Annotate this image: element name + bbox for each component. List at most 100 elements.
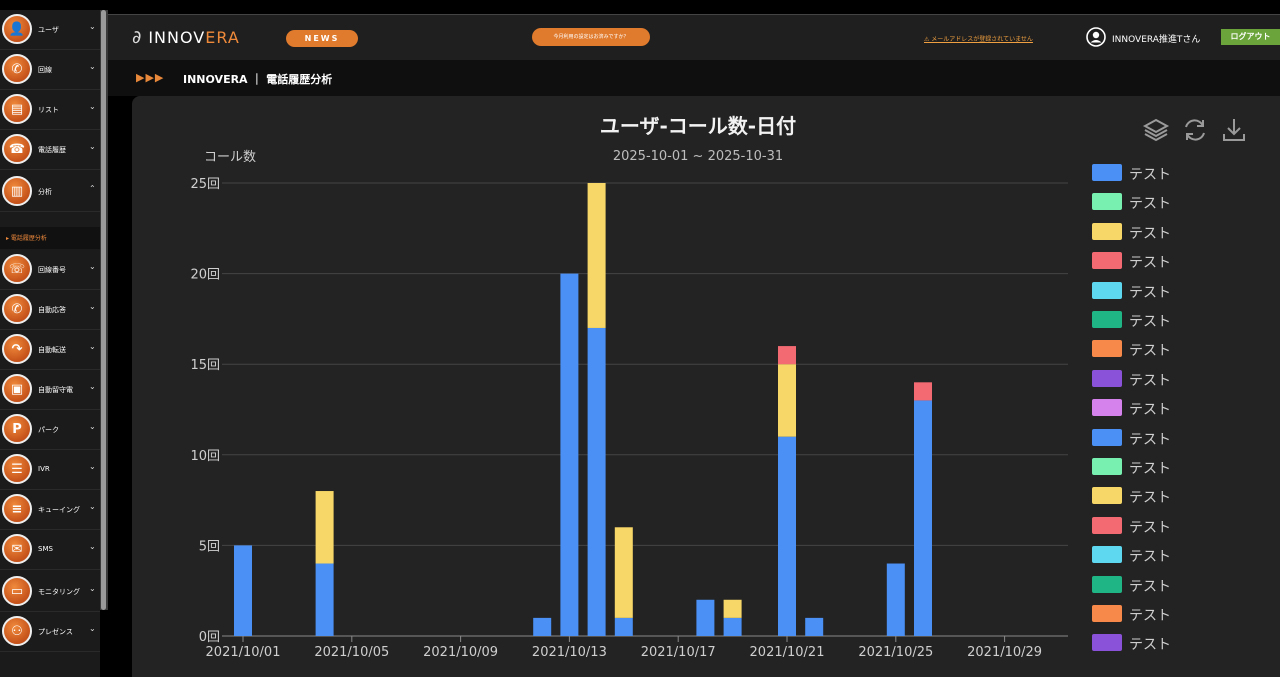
chevron-down-icon[interactable]: ⌄: [89, 62, 96, 71]
x-tick-label: 2021/10/13: [532, 645, 607, 660]
legend-item[interactable]: テスト: [1092, 396, 1272, 418]
legend-item[interactable]: テスト: [1092, 573, 1272, 595]
bar-segment: [560, 273, 579, 636]
chevron-down-icon[interactable]: ⌄: [89, 462, 96, 471]
chevron-down-icon[interactable]: ⌄: [89, 142, 96, 151]
x-tick-label: 2021/10/01: [206, 645, 281, 660]
refresh-icon[interactable]: [1181, 116, 1209, 144]
bar-segment: [805, 617, 824, 636]
legend-label: テスト: [1129, 608, 1171, 624]
chevron-down-icon[interactable]: ⌄: [89, 262, 96, 271]
chevron-down-icon[interactable]: ⌄: [89, 22, 96, 31]
y-tick-label: 25回: [190, 177, 220, 192]
sidebar-scroll-thumb[interactable]: [101, 10, 106, 610]
innovera-logo[interactable]: ∂ INNOVERA: [132, 27, 240, 48]
email-warning-link[interactable]: ⚠ メールアドレスが登録されていません: [924, 36, 1033, 43]
legend-item[interactable]: テスト: [1092, 602, 1272, 624]
sidebar-subitem-label: ▸ 電話履歴分析: [6, 235, 47, 242]
sidebar-item-queueing[interactable]: ≡ キューイング ⌄: [0, 490, 100, 530]
legend-label: テスト: [1129, 372, 1171, 389]
news-button[interactable]: NEWS: [286, 30, 358, 47]
legend-label: テスト: [1129, 431, 1171, 448]
legend-item[interactable]: テスト: [1092, 190, 1272, 213]
legend-item[interactable]: テスト: [1092, 426, 1272, 448]
sidebar-item-label: IVR: [38, 465, 50, 473]
legend-item[interactable]: テスト: [1092, 161, 1272, 183]
bar-segment: [778, 364, 796, 437]
legend-item[interactable]: テスト: [1092, 631, 1272, 653]
legend-item[interactable]: テスト: [1092, 337, 1272, 360]
legend-item[interactable]: テスト: [1092, 484, 1272, 506]
legend-swatch: [1092, 369, 1122, 387]
legend-item[interactable]: テスト: [1092, 308, 1272, 330]
sidebar-item-ivr[interactable]: ☰ IVR ⌄: [0, 450, 100, 490]
y-tick-label: 20回: [190, 268, 220, 283]
legend-label: テスト: [1129, 196, 1171, 213]
chevron-down-icon[interactable]: ⌄: [89, 382, 96, 391]
chart-title: ユーザ-コール数-日付: [600, 114, 796, 138]
notice-pill[interactable]: 今月利用の設定はお済みですか？: [532, 28, 650, 46]
bar-segment: [614, 527, 633, 618]
legend-label: テスト: [1129, 343, 1171, 360]
bar-segment: [696, 599, 715, 636]
sidebar-item-park[interactable]: P パーク ⌄: [0, 410, 100, 450]
sidebar-item-call-history[interactable]: ☎ 電話履歴 ⌄: [0, 130, 100, 170]
legend-item[interactable]: テスト: [1092, 543, 1272, 565]
sidebar-item-analytics[interactable]: ▥ 分析 ⌃: [0, 172, 100, 212]
sidebar-item-presence[interactable]: ⚇ プレゼンス ⌄: [0, 612, 100, 652]
breadcrumb-arrows-icon: ▶▶▶: [136, 71, 165, 84]
logo-text-prefix: INNOV: [148, 28, 206, 47]
bar-segment: [723, 617, 742, 636]
sidebar-item-voicemail[interactable]: ▣ 自動留守電 ⌄: [0, 370, 100, 410]
sidebar-item-label: 電話履歴: [38, 146, 66, 154]
chevron-up-icon[interactable]: ⌃: [89, 184, 96, 193]
logo-text-suffix: ERA: [205, 28, 240, 47]
download-icon[interactable]: [1220, 116, 1248, 144]
legend-swatch: [1092, 399, 1122, 417]
chevron-down-icon[interactable]: ⌄: [89, 422, 96, 431]
sidebar-item-auto-transfer[interactable]: ↷ 自動転送 ⌄: [0, 330, 100, 370]
analytics-icon: ▥: [2, 176, 32, 206]
sidebar-scrollbar[interactable]: [100, 10, 108, 610]
sidebar-item-label: 自動応答: [38, 306, 66, 314]
chevron-down-icon[interactable]: ⌄: [89, 584, 96, 593]
legend-item[interactable]: テスト: [1092, 367, 1272, 389]
legend-swatch: [1092, 193, 1122, 211]
sidebar-item-phone-tools[interactable]: ✆ 回線 ⌄: [0, 50, 100, 90]
x-tick-label: 2021/10/09: [423, 645, 498, 660]
chevron-down-icon[interactable]: ⌄: [89, 302, 96, 311]
stacked-bar-chart: ユーザ-コール数-日付 2025-10-01 ~ 2025-10-31 コール数 0回…: [190, 114, 1068, 660]
sidebar-item-line-number[interactable]: ☏ 回線番号 ⌄: [0, 250, 100, 290]
legend-item[interactable]: テスト: [1092, 220, 1272, 242]
chevron-down-icon[interactable]: ⌄: [89, 542, 96, 551]
legend-label: テスト: [1129, 461, 1171, 477]
chevron-down-icon[interactable]: ⌄: [89, 342, 96, 351]
chevron-down-icon[interactable]: ⌄: [89, 624, 96, 633]
sidebar-subitem-call-history-analysis[interactable]: ▸ 電話履歴分析: [0, 227, 100, 249]
legend-item[interactable]: テスト: [1092, 279, 1272, 301]
layers-icon[interactable]: [1142, 116, 1170, 144]
user-account-icon[interactable]: [1086, 27, 1106, 47]
legend-item[interactable]: テスト: [1092, 455, 1272, 477]
chevron-down-icon[interactable]: ⌄: [89, 102, 96, 111]
sidebar-item-user[interactable]: 👤 ユーザ ⌄: [0, 10, 100, 50]
logout-button[interactable]: ログアウト: [1221, 29, 1280, 45]
sidebar-item-monitoring[interactable]: ▭ モニタリング ⌄: [0, 572, 100, 612]
y-tick-label: 15回: [190, 358, 220, 373]
bar-segment: [533, 617, 552, 636]
legend-item[interactable]: テスト: [1092, 249, 1272, 271]
legend-item[interactable]: テスト: [1092, 514, 1272, 536]
x-tick-label: 2021/10/21: [750, 645, 825, 660]
sidebar-item-auto-answer[interactable]: ✆ 自動応答 ⌄: [0, 290, 100, 330]
breadcrumb-text: INNOVERA ｜ 電話履歴分析: [183, 73, 333, 86]
sidebar-item-sms[interactable]: ✉ SMS ⌄: [0, 530, 100, 570]
park-icon: P: [2, 414, 32, 444]
legend-swatch: [1092, 311, 1122, 328]
auto-transfer-icon: ↷: [2, 334, 32, 364]
chevron-down-icon[interactable]: ⌄: [89, 502, 96, 511]
list-icon: ▤: [2, 94, 32, 124]
sidebar-item-list[interactable]: ▤ リスト ⌄: [0, 90, 100, 130]
y-axis-label: コール数: [204, 150, 256, 165]
chart-panel: ユーザ-コール数-日付 2025-10-01 ~ 2025-10-31 コール数 0回…: [132, 96, 1280, 677]
sidebar-item-label: 回線番号: [38, 266, 66, 274]
